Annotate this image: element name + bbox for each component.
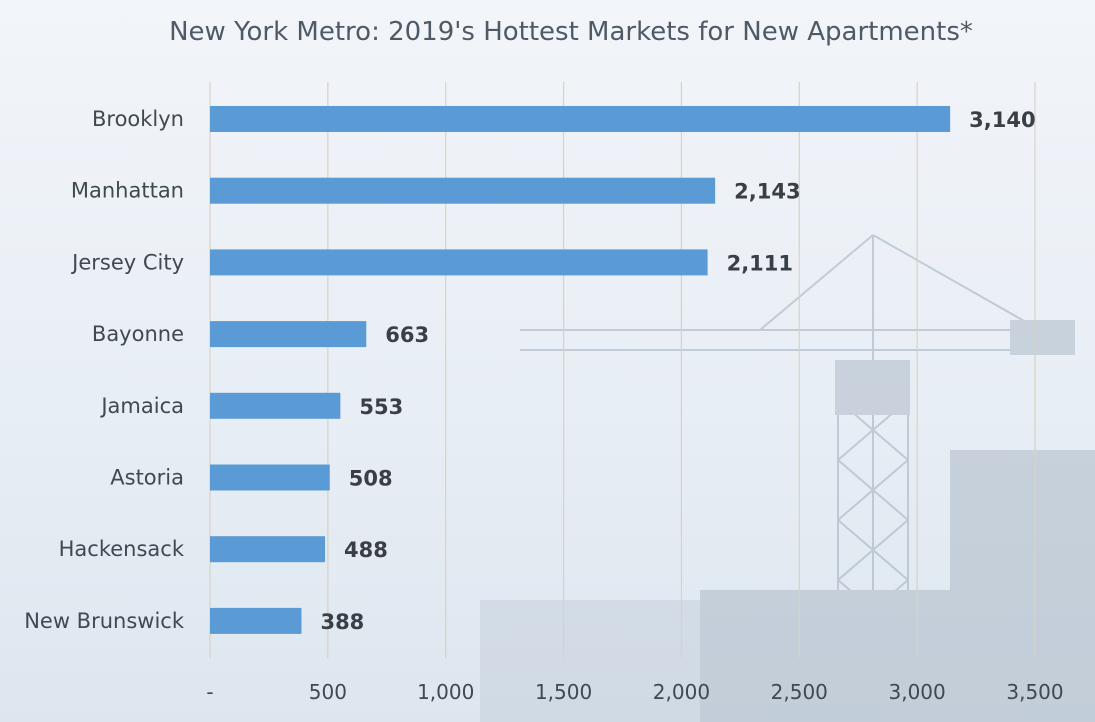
- category-label: Manhattan: [71, 179, 184, 203]
- data-label: 388: [320, 610, 364, 634]
- category-label: Hackensack: [59, 537, 185, 561]
- category-label: Jersey City: [70, 250, 184, 274]
- x-tick-label: 1,000: [417, 680, 474, 704]
- x-tick-label: 3,000: [889, 680, 946, 704]
- bars: [210, 106, 951, 634]
- x-tick-label: 3,500: [1006, 680, 1063, 704]
- bar: [210, 464, 330, 491]
- data-label: 3,140: [969, 108, 1035, 132]
- chart-title: New York Metro: 2019's Hottest Markets f…: [169, 17, 973, 47]
- bar: [210, 392, 341, 419]
- x-tick-label: 500: [309, 680, 347, 704]
- data-label: 508: [349, 467, 393, 491]
- bar: [210, 536, 326, 563]
- x-tick-label: 2,500: [771, 680, 828, 704]
- bar: [210, 249, 708, 276]
- data-label: 663: [385, 323, 429, 347]
- data-label: 2,143: [734, 180, 800, 204]
- x-axis-tick-labels: - 500 1,000 1,500 2,000 2,500 3,000 3,500: [206, 680, 1063, 704]
- x-tick-label: -: [206, 680, 213, 704]
- category-label: Bayonne: [92, 322, 184, 346]
- category-label: Astoria: [110, 466, 184, 490]
- gridlines: [209, 82, 1036, 658]
- category-label: Brooklyn: [92, 107, 184, 131]
- bar: [210, 177, 716, 204]
- bar: [210, 106, 951, 132]
- data-label: 488: [344, 538, 388, 562]
- x-tick-label: 2,000: [653, 680, 710, 704]
- data-labels: 3,140 2,143 2,111 663 553 508 488 388: [320, 108, 1035, 634]
- data-label: 2,111: [727, 251, 793, 275]
- bar: [210, 607, 302, 634]
- category-labels: Brooklyn Manhattan Jersey City Bayonne Jamai…: [24, 107, 185, 633]
- category-label: New Brunswick: [24, 609, 185, 633]
- category-label: Jamaica: [99, 394, 184, 418]
- x-tick-label: 1,500: [535, 680, 592, 704]
- data-label: 553: [359, 395, 403, 419]
- bar: [210, 321, 367, 348]
